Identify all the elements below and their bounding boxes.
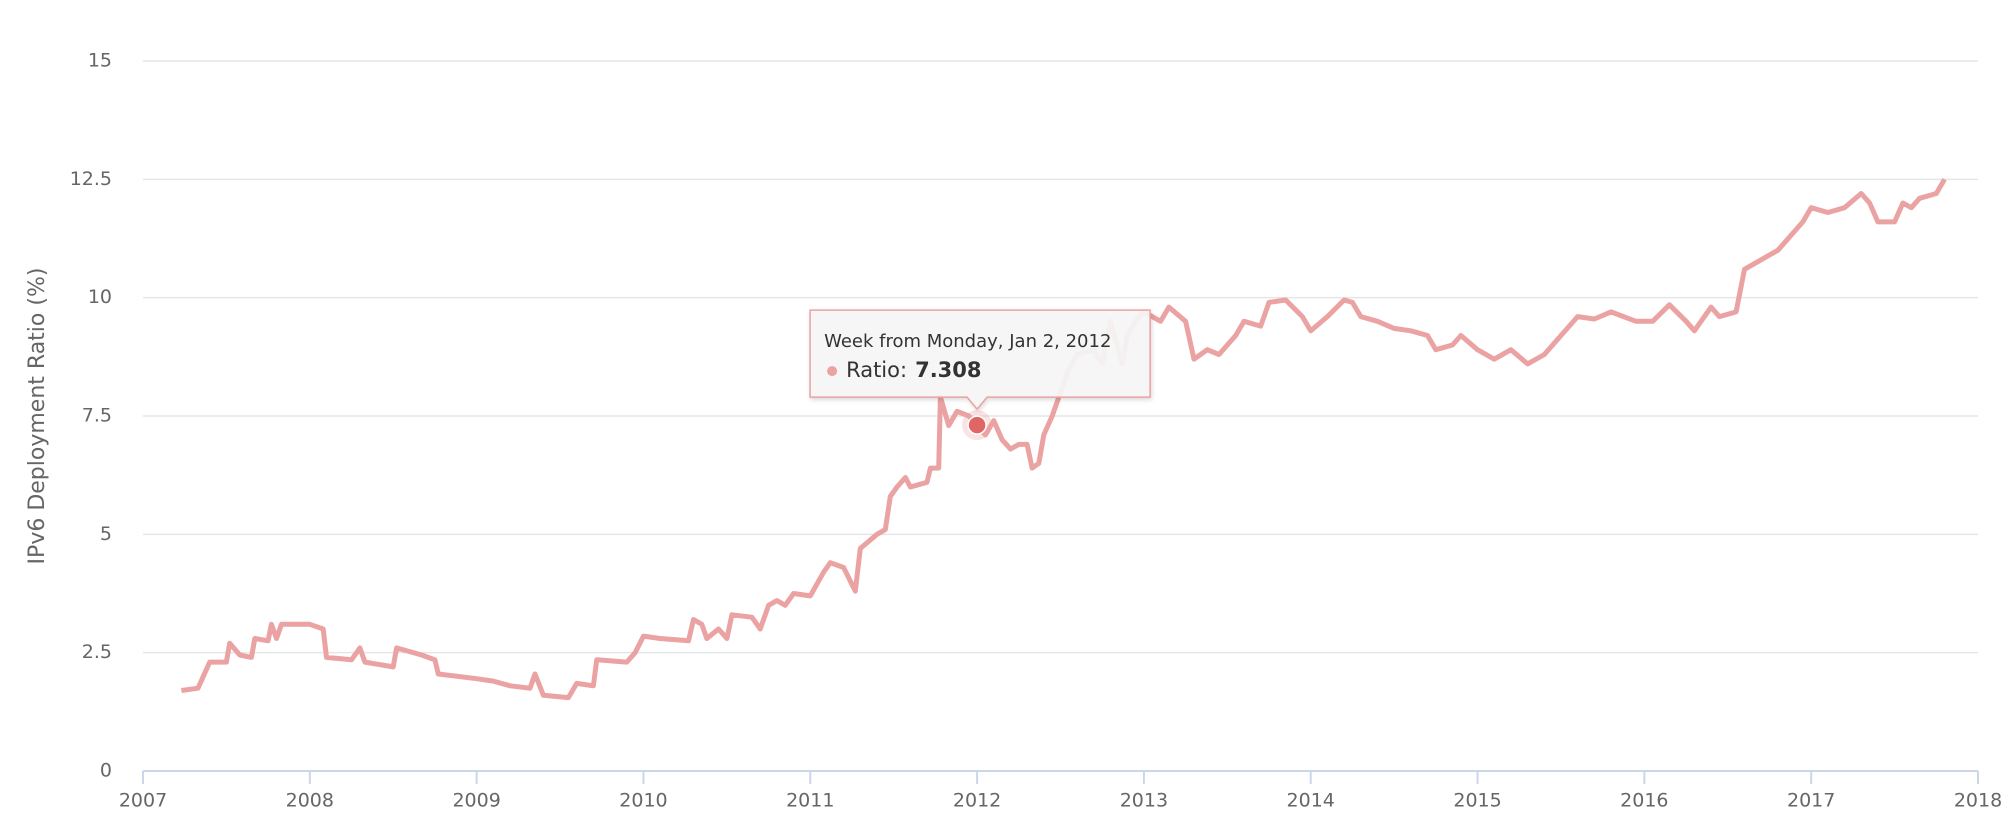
x-tick-label: 2012 (953, 790, 1001, 812)
y-tick-label: 10 (88, 286, 112, 308)
x-tick-label: 2017 (1787, 790, 1835, 812)
x-tick-label: 2018 (1954, 790, 2002, 812)
x-tick-label: 2015 (1453, 790, 1501, 812)
x-tick-label: 2016 (1620, 790, 1668, 812)
x-tick-label: 2010 (619, 790, 667, 812)
hover-point (967, 415, 987, 435)
x-tick-label: 2011 (786, 790, 834, 812)
tooltip-label: Ratio: (846, 358, 907, 382)
tooltip-value: 7.308 (915, 358, 981, 382)
y-tick-label: 0 (100, 760, 112, 782)
y-tick-label: 12.5 (70, 168, 112, 190)
tooltip-box (809, 309, 1151, 411)
tooltip-row: Ratio: 7.308 (846, 358, 981, 382)
x-tick-label: 2013 (1120, 790, 1168, 812)
y-tick-label: 2.5 (82, 641, 112, 663)
tooltip-title: Week from Monday, Jan 2, 2012 (824, 331, 1111, 352)
y-axis-title: IPv6 Deployment Ratio (%) (25, 268, 50, 565)
y-tick-label: 15 (88, 50, 112, 72)
x-tick-label: 2008 (286, 790, 334, 812)
x-tick-label: 2009 (452, 790, 500, 812)
y-tick-label: 5 (100, 523, 112, 545)
x-tick-label: 2014 (1287, 790, 1335, 812)
tooltip: Week from Monday, Jan 2, 2012 Ratio: 7.308 (809, 309, 1151, 411)
tooltip-marker (827, 366, 838, 377)
data-line (181, 178, 1947, 701)
y-tick-label: 7.5 (82, 405, 112, 427)
x-tick-label: 2007 (119, 790, 167, 812)
